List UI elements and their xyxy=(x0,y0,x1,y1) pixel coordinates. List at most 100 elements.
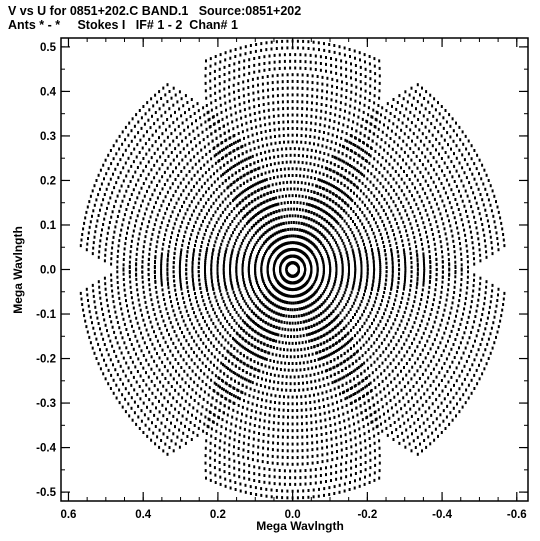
uv-point xyxy=(283,334,286,338)
uv-point xyxy=(361,379,364,383)
uv-point xyxy=(394,237,397,241)
uv-point xyxy=(356,145,359,149)
uv-point xyxy=(372,260,375,264)
uv-point xyxy=(278,290,281,294)
uv-point xyxy=(204,171,207,175)
uv-point xyxy=(314,156,317,160)
uv-point xyxy=(248,194,251,198)
uv-point xyxy=(406,233,409,237)
uv-point xyxy=(320,103,323,106)
uv-point xyxy=(446,293,449,297)
uv-point xyxy=(216,275,219,278)
uv-point xyxy=(223,364,226,368)
uv-point xyxy=(197,270,200,274)
uv-point xyxy=(310,190,313,193)
uv-point xyxy=(240,327,243,330)
uv-point xyxy=(320,342,323,346)
uv-point xyxy=(233,242,236,246)
uv-point xyxy=(289,382,292,386)
uv-point xyxy=(369,154,372,158)
uv-point xyxy=(243,427,246,431)
uv-point xyxy=(208,125,211,129)
uv-point xyxy=(376,135,379,139)
uv-point xyxy=(185,339,188,343)
uv-point xyxy=(361,210,364,214)
uv-point xyxy=(422,360,425,364)
uv-point xyxy=(413,321,416,325)
uv-point xyxy=(269,191,272,194)
uv-point xyxy=(371,228,373,232)
uv-point xyxy=(304,195,307,199)
uv-point xyxy=(387,343,390,347)
uv-point xyxy=(325,324,328,328)
uv-point xyxy=(178,162,181,166)
uv-point xyxy=(172,270,175,274)
uv-point xyxy=(368,129,371,133)
uv-point xyxy=(282,113,285,117)
uv-point xyxy=(284,208,287,212)
uv-point xyxy=(272,421,275,425)
uv-point xyxy=(326,354,329,358)
uv-point xyxy=(233,293,236,297)
uv-point xyxy=(346,332,349,336)
uv-point xyxy=(322,209,325,213)
uv-point xyxy=(354,270,357,274)
uv-point xyxy=(234,196,237,200)
uv-point xyxy=(322,355,325,359)
uv-point xyxy=(250,350,253,354)
uv-point xyxy=(235,417,238,421)
uv-point xyxy=(223,278,226,282)
uv-point xyxy=(151,325,154,329)
uv-point xyxy=(423,269,426,273)
uv-point xyxy=(241,263,244,267)
uv-point xyxy=(230,326,233,329)
uv-point xyxy=(298,249,301,253)
uv-point xyxy=(172,365,174,369)
uv-point xyxy=(347,279,349,283)
uv-point xyxy=(370,147,373,150)
uv-point xyxy=(323,210,326,214)
uv-point xyxy=(427,245,430,249)
uv-point xyxy=(245,121,248,125)
uv-point xyxy=(200,312,203,316)
uv-point xyxy=(345,374,348,378)
uv-point xyxy=(379,181,382,185)
uv-point xyxy=(430,205,433,209)
uv-point xyxy=(343,291,346,295)
uv-point xyxy=(251,216,254,220)
uv-point xyxy=(327,382,330,386)
uv-point xyxy=(268,236,271,240)
uv-point xyxy=(411,365,414,369)
uv-point xyxy=(287,314,290,318)
uv-point xyxy=(207,187,210,191)
uv-point xyxy=(368,337,371,341)
uv-point xyxy=(259,124,262,128)
uv-point xyxy=(369,355,372,359)
uv-point xyxy=(416,224,419,227)
uv-point xyxy=(369,389,372,393)
uv-point xyxy=(326,139,329,142)
uv-point xyxy=(166,166,169,170)
uv-point xyxy=(315,205,317,209)
uv-point xyxy=(385,270,388,274)
uv-point xyxy=(310,414,313,418)
uv-point xyxy=(179,260,182,264)
uv-point xyxy=(170,198,173,202)
uv-point xyxy=(368,374,371,378)
uv-point xyxy=(283,201,286,205)
uv-point xyxy=(237,146,240,150)
uv-point xyxy=(367,169,369,173)
uv-point xyxy=(169,174,172,178)
uv-point xyxy=(311,285,313,289)
uv-point xyxy=(316,191,319,195)
uv-point xyxy=(366,177,369,181)
uv-point xyxy=(309,248,312,252)
uv-point xyxy=(360,411,363,415)
uv-point xyxy=(315,351,318,355)
uv-point xyxy=(232,354,235,358)
uv-point xyxy=(159,225,162,229)
uv-point xyxy=(390,380,393,384)
uv-point xyxy=(390,196,393,200)
uv-point xyxy=(216,391,219,395)
uv-point xyxy=(272,346,275,349)
